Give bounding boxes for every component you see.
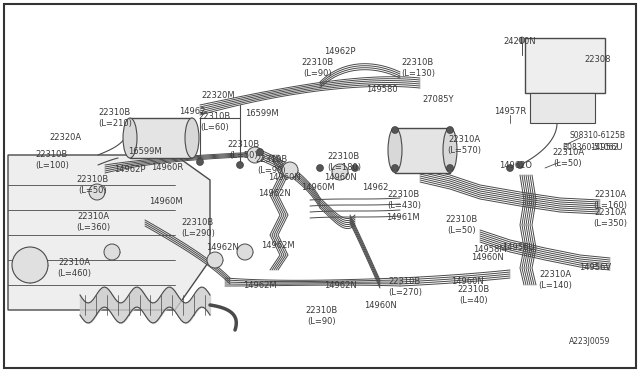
Text: 14960N: 14960N (470, 253, 504, 263)
Text: 22310A
(L=50): 22310A (L=50) (552, 148, 584, 168)
Circle shape (207, 252, 223, 268)
Text: 22310B
(L=90): 22310B (L=90) (306, 306, 338, 326)
Text: 14962N: 14962N (258, 189, 291, 198)
Circle shape (392, 164, 399, 171)
Text: 149580: 149580 (366, 84, 398, 93)
Circle shape (516, 161, 524, 169)
Text: 14956U: 14956U (502, 243, 534, 251)
Text: 22310A
(L=360): 22310A (L=360) (76, 212, 110, 232)
Text: 14960N: 14960N (364, 301, 396, 310)
Text: 14962P: 14962P (115, 166, 146, 174)
Text: 22310A
(L=140): 22310A (L=140) (538, 270, 572, 290)
Text: 14962N: 14962N (324, 280, 356, 289)
Text: A223J0059: A223J0059 (570, 337, 611, 346)
Text: 14962M: 14962M (261, 241, 295, 250)
Bar (525, 38, 605, 93)
Circle shape (257, 148, 264, 155)
Bar (530, 93, 595, 123)
Text: 22310B
(L=50): 22310B (L=50) (446, 215, 478, 235)
Text: 14957R: 14957R (494, 108, 526, 116)
Text: 14956U: 14956U (589, 142, 622, 151)
Text: 14960R: 14960R (151, 164, 183, 173)
Text: 14962N: 14962N (205, 244, 238, 253)
Text: 27085Y: 27085Y (422, 96, 454, 105)
Text: 16599M: 16599M (245, 109, 279, 118)
Text: 22308: 22308 (585, 55, 611, 64)
Circle shape (447, 164, 454, 171)
Text: 22310B
(L=210): 22310B (L=210) (98, 108, 132, 128)
Bar (130, 118, 192, 158)
Circle shape (247, 147, 263, 163)
Circle shape (392, 126, 399, 134)
Text: 14960M: 14960M (301, 183, 335, 192)
Text: 14962: 14962 (362, 183, 388, 192)
Text: 14960N: 14960N (451, 278, 483, 286)
Circle shape (519, 37, 525, 43)
Text: 14956V: 14956V (579, 263, 611, 273)
Text: 24210N: 24210N (504, 38, 536, 46)
Text: 14962O: 14962O (499, 160, 532, 170)
Circle shape (351, 164, 358, 171)
Text: 22310A
(L=350): 22310A (L=350) (593, 208, 627, 228)
Text: 14962M: 14962M (243, 280, 277, 289)
Text: 14958M: 14958M (473, 244, 507, 253)
Text: 22310B
(L=270): 22310B (L=270) (388, 277, 422, 297)
Circle shape (196, 158, 204, 166)
Text: 14960N: 14960N (268, 173, 300, 183)
Circle shape (104, 244, 120, 260)
Text: 22310B
(L=40): 22310B (L=40) (458, 285, 490, 305)
Circle shape (237, 244, 253, 260)
Circle shape (237, 161, 243, 169)
Ellipse shape (388, 128, 402, 173)
Ellipse shape (123, 118, 137, 158)
Circle shape (317, 164, 323, 171)
Text: 22310A
(L=570): 22310A (L=570) (447, 135, 481, 155)
Text: 22320M: 22320M (201, 90, 235, 99)
Text: 22310B
(L=90): 22310B (L=90) (256, 155, 288, 175)
Circle shape (332, 164, 348, 180)
Text: 22310B
(L=90): 22310B (L=90) (302, 58, 334, 78)
Text: 22310B
(L=60): 22310B (L=60) (199, 112, 231, 132)
Text: 22310B
(L=50): 22310B (L=50) (77, 175, 109, 195)
Circle shape (282, 162, 298, 178)
Text: 22310B
(L=100): 22310B (L=100) (35, 150, 69, 170)
Text: 14962: 14962 (179, 108, 205, 116)
Text: 14961M: 14961M (386, 214, 420, 222)
Text: 14960N: 14960N (324, 173, 356, 183)
Text: B08360-51062: B08360-51062 (562, 144, 618, 153)
Circle shape (506, 164, 513, 171)
Ellipse shape (185, 118, 199, 158)
Text: 16599M: 16599M (128, 148, 162, 157)
Text: 22310B
(L=290): 22310B (L=290) (181, 218, 215, 238)
Circle shape (12, 247, 48, 283)
Text: 22310A
(L=460): 22310A (L=460) (57, 258, 91, 278)
Text: 22310B
(L=180): 22310B (L=180) (327, 152, 361, 172)
Text: 22310B
(L=430): 22310B (L=430) (387, 190, 421, 210)
Text: 22320A: 22320A (49, 134, 81, 142)
Text: 22310B
(L=50): 22310B (L=50) (228, 140, 260, 160)
Text: 22310B
(L=130): 22310B (L=130) (401, 58, 435, 78)
Polygon shape (8, 155, 210, 310)
Circle shape (89, 184, 105, 200)
Bar (395, 128, 450, 173)
Text: 22310A
(L=160): 22310A (L=160) (593, 190, 627, 210)
Text: 14962P: 14962P (324, 48, 356, 57)
Text: S08310-6125B: S08310-6125B (569, 131, 625, 141)
Text: 14960M: 14960M (149, 198, 183, 206)
Circle shape (447, 126, 454, 134)
Ellipse shape (443, 128, 457, 173)
